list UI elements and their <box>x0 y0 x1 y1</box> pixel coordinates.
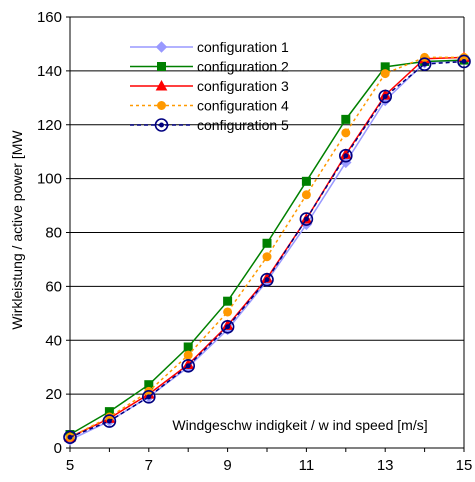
x-axis-label: Windgeschw indigkeit / w ind speed [m/s] <box>172 417 427 433</box>
y-tick-label: 100 <box>37 171 62 188</box>
marker-ring <box>154 118 169 132</box>
marker-ring <box>417 57 432 71</box>
marker-ring <box>378 89 393 104</box>
data-point <box>299 212 314 226</box>
data-point <box>301 176 311 186</box>
marker-ring <box>142 390 156 404</box>
marker-ring <box>102 414 117 428</box>
marker-dot <box>303 216 309 222</box>
data-point <box>63 430 77 445</box>
marker-ring <box>63 430 77 445</box>
data-point <box>262 252 272 262</box>
legend-label: configuration 4 <box>197 98 289 114</box>
legend-label: configuration 2 <box>197 59 289 75</box>
data-point <box>142 390 156 404</box>
legend-item-1: configuration 1 <box>130 39 289 55</box>
x-tick-label: 5 <box>66 457 74 474</box>
series-4 <box>65 52 469 442</box>
legend-marker <box>155 41 168 53</box>
legend: configuration 1 configuration 2 configurat… <box>130 39 289 133</box>
y-tick-label: 60 <box>45 278 62 295</box>
legend-marker <box>154 118 169 132</box>
marker-ring <box>338 148 353 163</box>
data-point <box>183 342 193 352</box>
data-point <box>341 128 351 138</box>
series-group <box>63 51 471 446</box>
series-5 <box>63 54 471 445</box>
legend-item-3: configuration 3 <box>130 78 289 94</box>
x-tick-label: 11 <box>299 457 315 474</box>
x-tick-label: 7 <box>145 457 153 474</box>
y-tick-label: 80 <box>45 225 62 242</box>
x-tick-label: 15 <box>456 457 473 474</box>
data-point <box>260 272 274 287</box>
axes: 0 20 40 60 80 100 120 140 160 5 7 9 11 13 15 <box>37 9 472 474</box>
data-point <box>380 69 390 79</box>
legend-item-2: configuration 2 <box>130 59 289 75</box>
x-tick-label: 13 <box>377 457 394 474</box>
y-tick-label: 140 <box>37 63 62 80</box>
y-tick-label: 0 <box>54 440 62 457</box>
marker-dot <box>146 394 152 400</box>
legend-marker <box>157 62 166 71</box>
legend-label: configuration 3 <box>197 78 289 94</box>
marker-dot <box>461 58 467 64</box>
data-point <box>341 114 351 124</box>
data-point <box>378 89 393 104</box>
marker-ring <box>260 272 274 287</box>
marker-dot <box>106 418 112 424</box>
legend-label: configuration 5 <box>197 117 289 133</box>
data-point <box>262 238 272 248</box>
legend-item-5: configuration 5 <box>130 117 289 133</box>
y-axis-label: Wirkleistung / active power [MW <box>9 130 25 330</box>
data-point <box>220 319 235 334</box>
marker-dot <box>382 93 388 99</box>
marker-dot <box>159 122 164 128</box>
marker-dot <box>264 277 270 283</box>
marker-dot <box>422 61 428 67</box>
y-tick-label: 120 <box>37 117 62 134</box>
legend-label: configuration 1 <box>197 39 289 55</box>
data-point <box>301 190 311 200</box>
data-point <box>223 296 233 306</box>
series-1 <box>64 54 470 446</box>
data-point <box>417 57 432 71</box>
marker-dot <box>225 324 231 330</box>
y-tick-label: 20 <box>45 386 62 403</box>
y-tick-label: 40 <box>45 332 62 349</box>
marker-dot <box>67 434 73 440</box>
data-point <box>338 148 353 163</box>
data-point <box>181 359 195 373</box>
marker-ring <box>220 319 235 334</box>
data-point <box>457 54 471 69</box>
legend-marker <box>157 101 166 110</box>
legend-item-4: configuration 4 <box>130 98 289 114</box>
y-tick-label: 160 <box>37 9 62 26</box>
marker-ring <box>181 359 195 373</box>
marker-dot <box>343 153 349 159</box>
marker-ring <box>299 212 314 226</box>
data-point <box>102 414 117 428</box>
data-point <box>223 307 233 317</box>
marker-ring <box>457 54 471 69</box>
data-point <box>183 350 193 360</box>
legend-marker <box>155 79 168 91</box>
marker-dot <box>185 363 191 369</box>
x-tick-label: 9 <box>223 457 231 474</box>
